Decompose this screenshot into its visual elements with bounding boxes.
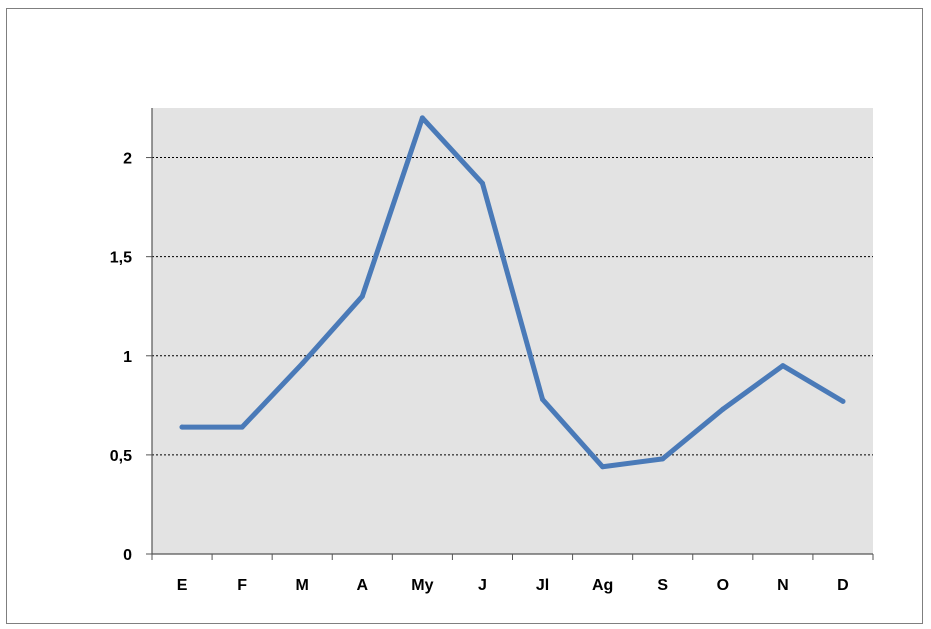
x-tick-label: F [237, 577, 247, 594]
y-tick-label: 0,5 [110, 448, 132, 465]
x-tick-label: J [478, 577, 487, 594]
y-tick-label: 0 [123, 547, 132, 564]
data-point [720, 406, 726, 412]
series-layer [179, 115, 846, 470]
data-point [600, 464, 606, 470]
x-tick-label: N [777, 577, 789, 594]
data-point [359, 293, 365, 299]
x-tick-label: S [657, 577, 668, 594]
data-point [239, 424, 245, 430]
y-tick-label: 1,5 [110, 250, 132, 267]
plot-area [152, 108, 873, 554]
x-tick-label: O [717, 577, 729, 594]
y-tick-labels: 0 0,5 1 1,5 2 [110, 151, 132, 564]
data-point [540, 396, 546, 402]
x-tick-label: A [357, 577, 369, 594]
series-line [179, 115, 846, 470]
x-tick-label: Ag [592, 577, 613, 594]
y-tick-label: 2 [123, 151, 132, 168]
x-tick-label: My [411, 577, 433, 594]
x-tick-label: M [296, 577, 309, 594]
data-point [479, 180, 485, 186]
grid-lines [152, 157, 873, 456]
data-point [840, 398, 846, 404]
x-tick-labels: E F M A My J Jl Ag S O N D [177, 577, 849, 594]
x-tick-label: E [177, 577, 188, 594]
data-point [179, 424, 185, 430]
data-point [780, 363, 786, 369]
x-tick-label: Jl [536, 577, 549, 594]
axes [146, 108, 874, 560]
x-tick-label: D [837, 577, 849, 594]
data-point [660, 456, 666, 462]
data-point [419, 115, 425, 121]
data-point [299, 361, 305, 367]
y-tick-label: 1 [123, 349, 132, 366]
